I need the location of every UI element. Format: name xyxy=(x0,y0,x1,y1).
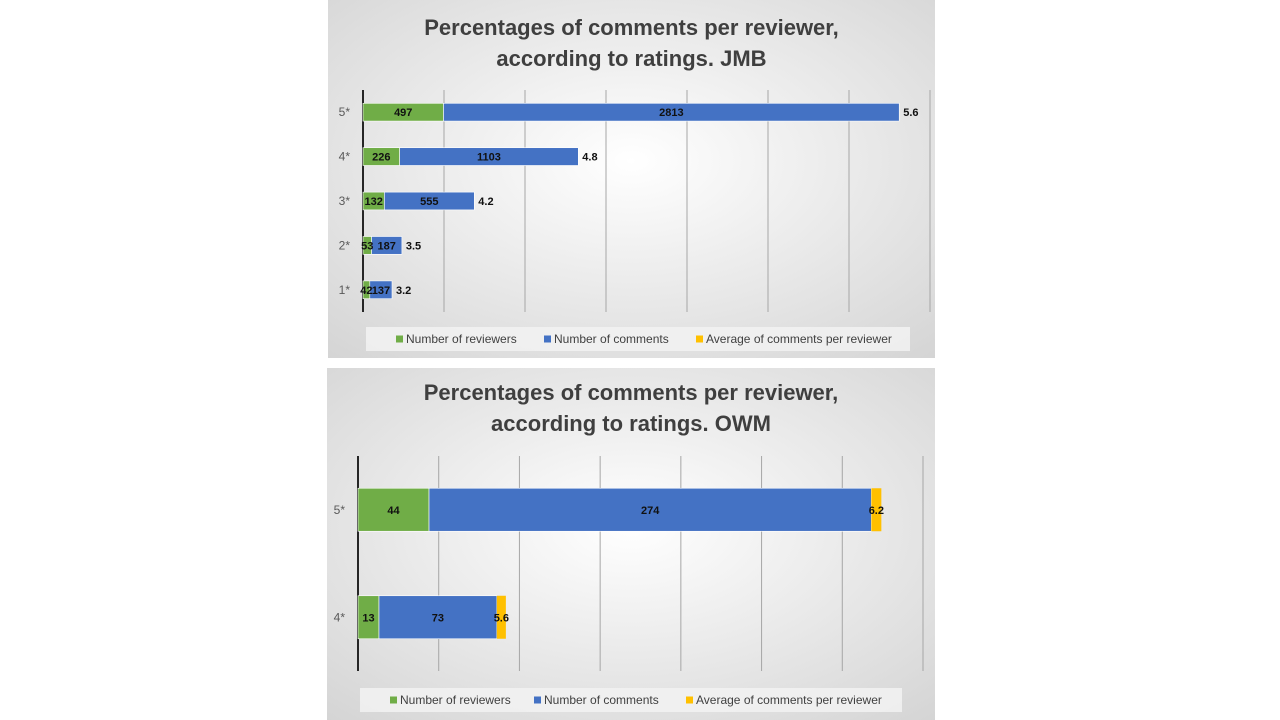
chart-jmb: Percentages of comments per reviewer, acc… xyxy=(328,0,935,358)
data-label-average-of-comments-per-reviewer: 5.6 xyxy=(494,612,509,624)
legend-swatch-number-of-reviewers xyxy=(396,335,403,343)
legend-box xyxy=(366,327,910,351)
bar-average-of-comments-per-reviewer-4 xyxy=(496,595,506,639)
chart-title-line-2: according to ratings. JMB xyxy=(496,46,766,71)
category-label: 5* xyxy=(339,105,351,119)
data-label-number-of-comments: 274 xyxy=(641,505,660,517)
data-label-average-of-comments-per-reviewer: 5.6 xyxy=(903,107,918,119)
chart-background xyxy=(328,0,935,358)
data-label-number-of-reviewers: 44 xyxy=(387,505,400,517)
data-label-number-of-comments: 73 xyxy=(432,612,444,624)
category-label: 1* xyxy=(339,283,351,297)
bar-number-of-comments-4 xyxy=(399,147,579,166)
legend-label-number-of-comments: Number of comments xyxy=(554,332,669,346)
bar-number-of-comments-4 xyxy=(378,595,498,640)
data-label-number-of-comments: 1103 xyxy=(477,152,501,164)
legend-swatch-number-of-comments xyxy=(534,696,541,704)
data-label-average-of-comments-per-reviewer: 3.5 xyxy=(406,240,421,252)
data-label-number-of-comments: 555 xyxy=(420,196,438,208)
category-label: 3* xyxy=(339,194,351,208)
chart-panel-owm: Percentages of comments per reviewer, acc… xyxy=(327,368,935,720)
data-label-number-of-reviewers: 42 xyxy=(360,285,372,297)
chart-panel-jmb: Percentages of comments per reviewer, acc… xyxy=(328,0,935,358)
chart-title-line-1: Percentages of comments per reviewer, xyxy=(424,15,839,40)
bar-number-of-comments-5 xyxy=(443,103,900,122)
category-label: 2* xyxy=(339,238,351,252)
legend-swatch-average-of-comments-per-reviewer xyxy=(696,335,703,343)
legend-label-number-of-comments: Number of comments xyxy=(544,693,659,707)
legend-label-average-of-comments-per-reviewer: Average of comments per reviewer xyxy=(696,693,882,707)
data-label-number-of-comments: 187 xyxy=(378,240,396,252)
data-label-number-of-comments: 137 xyxy=(372,285,390,297)
legend-label-number-of-reviewers: Number of reviewers xyxy=(406,332,517,346)
data-label-number-of-reviewers: 132 xyxy=(365,196,383,208)
chart-owm: Percentages of comments per reviewer, acc… xyxy=(327,368,935,720)
chart-background xyxy=(327,368,935,720)
data-label-number-of-reviewers: 226 xyxy=(372,152,390,164)
category-label: 4* xyxy=(339,150,351,164)
legend-swatch-number-of-comments xyxy=(544,335,551,343)
legend-label-number-of-reviewers: Number of reviewers xyxy=(400,693,511,707)
data-label-average-of-comments-per-reviewer: 6.2 xyxy=(869,505,884,517)
category-label: 4* xyxy=(334,610,346,624)
legend-label-average-of-comments-per-reviewer: Average of comments per reviewer xyxy=(706,332,892,346)
data-label-average-of-comments-per-reviewer: 4.8 xyxy=(582,152,597,164)
bar-number-of-comments-1 xyxy=(369,280,393,299)
data-label-number-of-comments: 2813 xyxy=(659,107,683,119)
chart-title-line-1: Percentages of comments per reviewer, xyxy=(424,380,839,405)
legend-swatch-number-of-reviewers xyxy=(390,696,397,704)
bar-number-of-reviewers-5 xyxy=(357,487,430,532)
category-label: 5* xyxy=(334,503,346,517)
bar-average-of-comments-per-reviewer-5 xyxy=(871,488,882,532)
bar-number-of-comments-3 xyxy=(384,191,475,211)
data-label-number-of-reviewers: 13 xyxy=(362,612,374,624)
legend-swatch-average-of-comments-per-reviewer xyxy=(686,696,693,704)
data-label-average-of-comments-per-reviewer: 3.2 xyxy=(396,285,411,297)
data-label-average-of-comments-per-reviewer: 4.2 xyxy=(478,196,493,208)
data-label-number-of-reviewers: 53 xyxy=(361,240,373,252)
chart-title-line-2: according to ratings. OWM xyxy=(491,411,771,436)
legend-box xyxy=(360,688,902,712)
bar-number-of-comments-2 xyxy=(371,236,403,255)
data-label-number-of-reviewers: 497 xyxy=(394,107,412,119)
